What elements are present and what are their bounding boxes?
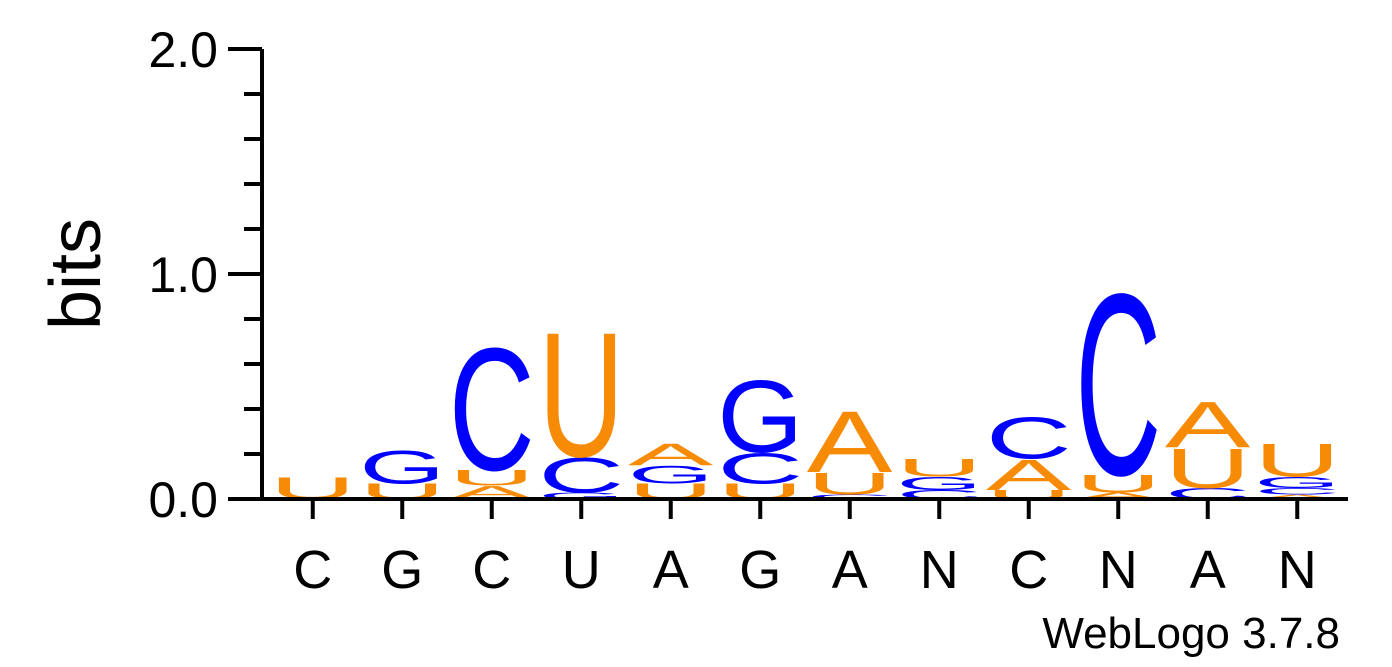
logo-letter-c-pos-12: C xyxy=(1254,486,1340,496)
tick-label-x-2: G xyxy=(381,540,423,600)
tick-label-x-7: A xyxy=(832,540,868,600)
logo-letter-c-pos-10: C xyxy=(1075,239,1161,529)
logo-letter-u-pos-12: U xyxy=(1254,435,1340,487)
logo-letter-c-pos-7: C xyxy=(807,493,893,500)
logo-letter-u-pos-4: U xyxy=(538,296,624,495)
logo-letter-g-pos-2: G xyxy=(359,441,445,493)
logo-letter-a-pos-12: A xyxy=(1254,493,1340,500)
logo-letter-c-pos-6: C xyxy=(717,444,803,493)
logo-letter-u-pos-10: U xyxy=(1075,470,1161,498)
tick-label-x-1: C xyxy=(293,540,332,600)
tick-label-x-10: N xyxy=(1099,540,1138,600)
logo-letter-g-pos-4: G xyxy=(538,491,624,502)
logo-letter-a-pos-11: A xyxy=(1165,388,1251,461)
tick-label-x-8: N xyxy=(920,540,959,600)
logo-letter-c-pos-9: C xyxy=(986,405,1072,471)
y-ticks xyxy=(228,47,262,501)
logo-letter-a-pos-10: A xyxy=(1075,491,1161,501)
tick-label-x-5: A xyxy=(653,540,689,600)
logo-letter-a-pos-7: A xyxy=(807,394,893,491)
logo-letter-u-pos-11: U xyxy=(1165,437,1251,500)
tick-label-y-0: 0.0 xyxy=(148,472,218,528)
tick-label-x-6: G xyxy=(739,540,781,600)
logo-letter-u-pos-8: U xyxy=(896,454,982,482)
tick-label-x-12: N xyxy=(1278,540,1317,600)
tick-label-y-1: 1.0 xyxy=(148,247,218,303)
tick-label-x-3: C xyxy=(472,540,511,600)
tick-label-x-11: A xyxy=(1190,540,1226,600)
logo-letter-g-pos-6: G xyxy=(717,358,803,474)
logo-letter-u-pos-7: U xyxy=(807,467,893,502)
logo-letter-a-pos-9: A xyxy=(986,451,1072,500)
logo-letter-c-pos-3: C xyxy=(449,312,535,507)
logo-letter-g-pos-12: G xyxy=(1254,474,1340,491)
y-axis-label: bits xyxy=(36,218,116,330)
tick-label-x-4: U xyxy=(562,540,601,600)
weblogo-credit: WebLogo 3.7.8 xyxy=(1042,609,1340,658)
tick-label-x-9: C xyxy=(1009,540,1048,600)
logo-letter-a-pos-5: A xyxy=(628,437,715,472)
logo-letter-g-pos-8: G xyxy=(896,473,982,494)
tick-label-y-2: 2.0 xyxy=(148,22,218,78)
logo-letter-u-pos-3: U xyxy=(449,466,535,491)
logo-letter-c-pos-4: C xyxy=(538,447,624,503)
logo-letter-g-pos-5: G xyxy=(628,460,714,488)
